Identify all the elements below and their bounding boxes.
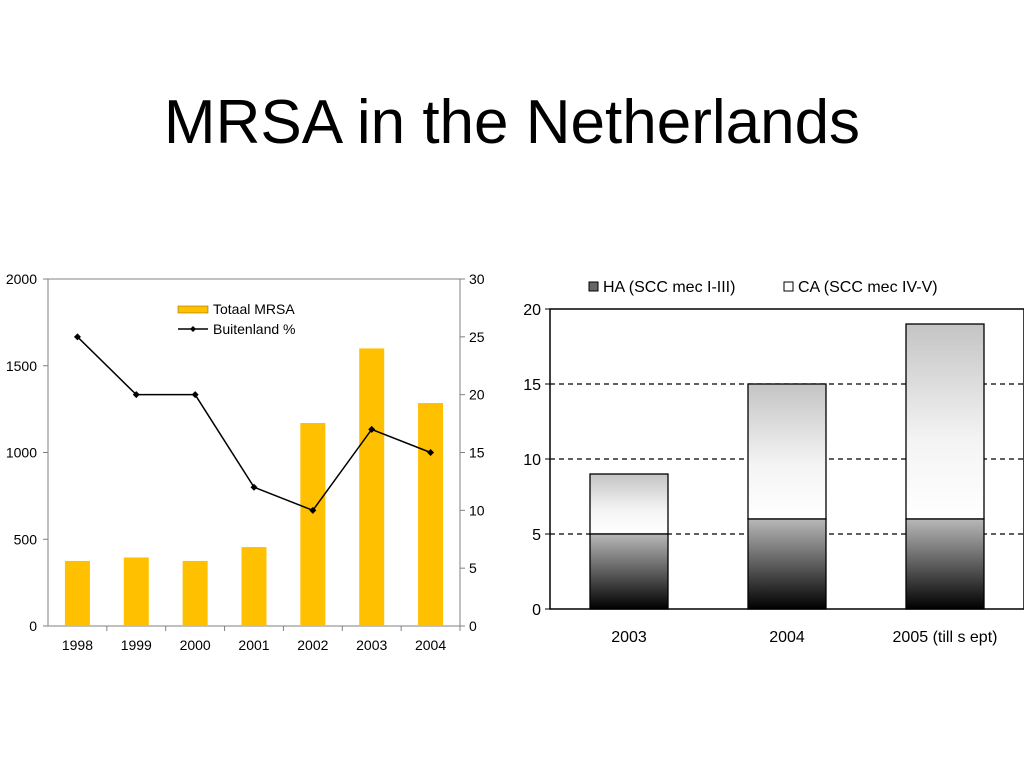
y-axis-tick-label: 0 (532, 602, 541, 619)
x-axis-tick-label: 1999 (121, 637, 152, 653)
legend-marker-buitenland-pct (190, 326, 196, 332)
legend-swatch-ca (783, 281, 794, 292)
bar-segment-ca (589, 473, 669, 535)
y-axis-tick-label: 10 (523, 452, 541, 469)
x-axis-tick-label: 2004 (769, 629, 805, 646)
x-axis-tick-label: 2003 (611, 629, 647, 646)
bar-totaal-mrsa (359, 348, 385, 626)
point-buitenland-pct (309, 506, 317, 514)
y-axis-tick-label: 5 (532, 527, 541, 544)
right-axis-tick-label: 0 (469, 618, 477, 634)
x-axis-tick-label: 2000 (180, 637, 211, 653)
bar-totaal-mrsa (300, 423, 326, 626)
point-buitenland-pct (73, 333, 81, 341)
left-axis-tick-label: 0 (29, 618, 37, 634)
x-axis-tick-label: 1998 (62, 637, 93, 653)
legend-swatch-ha (588, 281, 599, 292)
right-axis-tick-label: 10 (469, 502, 485, 518)
bar-segment-ca (905, 323, 985, 520)
left-axis-tick-label: 1000 (6, 445, 37, 461)
bar-totaal-mrsa (182, 560, 208, 626)
x-axis-tick-label: 2005 (till s ept) (893, 629, 998, 646)
left-axis-tick-label: 2000 (6, 271, 37, 287)
left-axis-tick-label: 500 (14, 531, 38, 547)
legend-label-totaal-mrsa: Totaal MRSA (213, 301, 295, 317)
point-buitenland-pct (368, 425, 376, 433)
page-title: MRSA in the Netherlands (163, 88, 861, 157)
scc-mec-stacked-chart: 0 5 10 15 20 2003 2004 2005 (till s ept) HA (SCC… (523, 279, 1024, 646)
right-axis-tick-label: 30 (469, 271, 485, 287)
right-axis-tick-label: 20 (469, 387, 485, 403)
mrsa-totals-chart: 0 500 1000 1500 2000 0 5 10 15 20 25 30 1998 1999 2000… (6, 271, 485, 653)
x-axis-tick-label: 2002 (297, 637, 328, 653)
legend-label-ca: CA (SCC mec IV-V) (798, 279, 938, 296)
bar-totaal-mrsa (123, 557, 149, 626)
left-axis-tick-label: 1500 (6, 358, 37, 374)
bar-segment-ca (747, 383, 827, 520)
right-axis-tick-label: 5 (469, 560, 477, 576)
point-buitenland-pct (132, 391, 140, 399)
right-axis-tick-label: 15 (469, 445, 485, 461)
bar-totaal-mrsa (418, 403, 444, 626)
x-axis-tick-label: 2004 (415, 637, 446, 653)
x-axis-tick-label: 2001 (238, 637, 269, 653)
y-axis-tick-label: 20 (523, 302, 541, 319)
point-buitenland-pct (427, 449, 435, 456)
point-buitenland-pct (191, 391, 199, 399)
x-axis-tick-label: 2003 (356, 637, 387, 653)
bar-totaal-mrsa (64, 560, 90, 626)
bar-segment-ha (905, 518, 985, 610)
right-axis-tick-label: 25 (469, 329, 485, 345)
legend-swatch-totaal-mrsa (177, 305, 209, 314)
legend-label-ha: HA (SCC mec I-III) (603, 279, 735, 296)
bar-totaal-mrsa (241, 547, 267, 626)
bar-segment-ha (589, 533, 669, 610)
y-axis-tick-label: 15 (523, 377, 541, 394)
point-buitenland-pct (250, 483, 258, 491)
legend-label-buitenland-pct: Buitenland % (213, 321, 296, 337)
bar-segment-ha (747, 518, 827, 610)
